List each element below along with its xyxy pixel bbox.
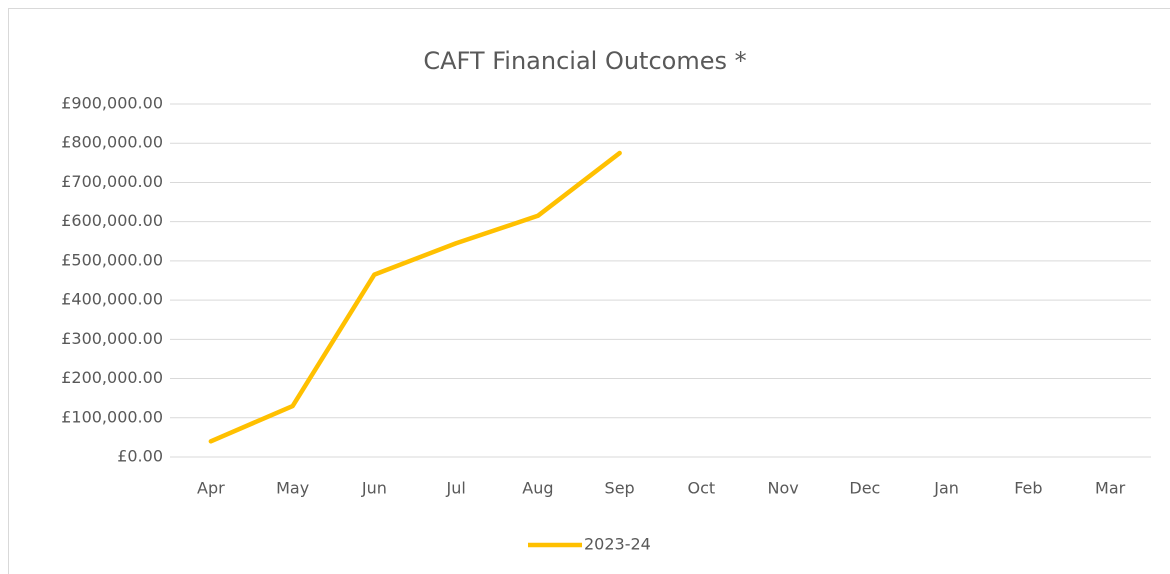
x-tick-label: Aug xyxy=(522,479,553,498)
y-tick-label: £800,000.00 xyxy=(61,133,163,152)
x-tick-label: Mar xyxy=(1095,479,1126,498)
y-tick-label: £200,000.00 xyxy=(61,368,163,387)
x-tick-label: Feb xyxy=(1014,479,1042,498)
x-tick-label: Jul xyxy=(445,479,465,498)
y-tick-label: £0.00 xyxy=(117,447,163,466)
legend-label: 2023-24 xyxy=(584,535,651,554)
x-tick-label: Sep xyxy=(605,479,635,498)
x-tick-label: Jun xyxy=(361,479,387,498)
series-line xyxy=(208,150,622,444)
chart-frame xyxy=(8,8,1170,574)
y-tick-label: £500,000.00 xyxy=(61,250,163,269)
x-tick-label: Oct xyxy=(688,479,716,498)
x-tick-label: Nov xyxy=(768,479,799,498)
y-tick-label: £400,000.00 xyxy=(61,290,163,309)
y-tick-label: £900,000.00 xyxy=(61,94,163,113)
y-tick-label: £600,000.00 xyxy=(61,211,163,230)
chart-title: CAFT Financial Outcomes * xyxy=(423,47,746,75)
x-tick-label: Dec xyxy=(849,479,880,498)
y-tick-label: £700,000.00 xyxy=(61,172,163,191)
y-tick-label: £300,000.00 xyxy=(61,329,163,348)
y-tick-label: £100,000.00 xyxy=(61,407,163,426)
x-tick-label: Jan xyxy=(933,479,959,498)
x-tick-label: Apr xyxy=(197,479,225,498)
x-tick-label: May xyxy=(276,479,309,498)
